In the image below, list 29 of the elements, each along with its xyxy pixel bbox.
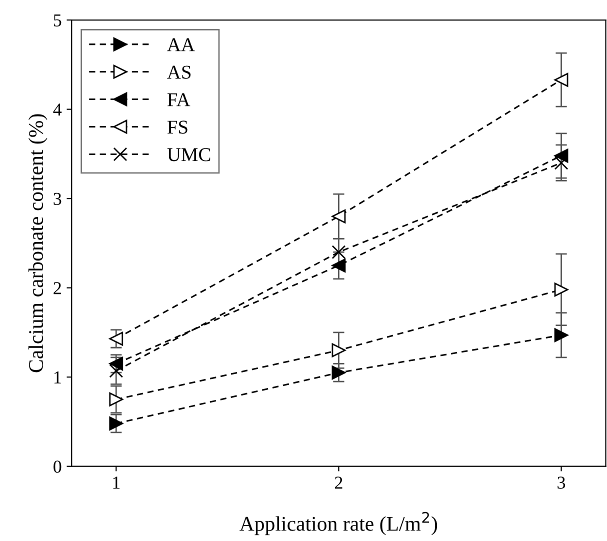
legend-label: AA bbox=[167, 38, 195, 52]
point bbox=[332, 258, 346, 272]
legend-label: UMC bbox=[167, 148, 210, 162]
point bbox=[554, 148, 568, 163]
y-tick-label: 0 bbox=[54, 460, 62, 473]
x-tick-label: 2 bbox=[334, 476, 342, 489]
legend-label: FS bbox=[167, 120, 188, 134]
point bbox=[332, 245, 346, 260]
point bbox=[109, 332, 124, 346]
point bbox=[332, 343, 346, 358]
point bbox=[554, 328, 568, 342]
legend-label: FA bbox=[167, 93, 190, 106]
x-axis-title: Application rate (L/m$^{2}$) bbox=[240, 512, 438, 536]
y-axis-title: Calcium carbonate content (%) bbox=[28, 114, 48, 372]
point bbox=[109, 364, 124, 378]
x-tick-label: 3 bbox=[558, 476, 566, 489]
point bbox=[554, 156, 568, 170]
point bbox=[332, 209, 346, 224]
point bbox=[332, 366, 346, 380]
legend-label: AS bbox=[167, 66, 191, 79]
y-tick-label: 3 bbox=[54, 192, 62, 205]
point bbox=[109, 392, 124, 406]
y-tick-label: 2 bbox=[54, 282, 61, 294]
point bbox=[554, 282, 568, 297]
y-tick-label: 5 bbox=[54, 14, 62, 26]
y-tick-label: 1 bbox=[54, 371, 61, 384]
x-tick-label: 1 bbox=[113, 476, 120, 489]
y-tick-label: 4 bbox=[53, 104, 62, 116]
point bbox=[554, 72, 568, 87]
